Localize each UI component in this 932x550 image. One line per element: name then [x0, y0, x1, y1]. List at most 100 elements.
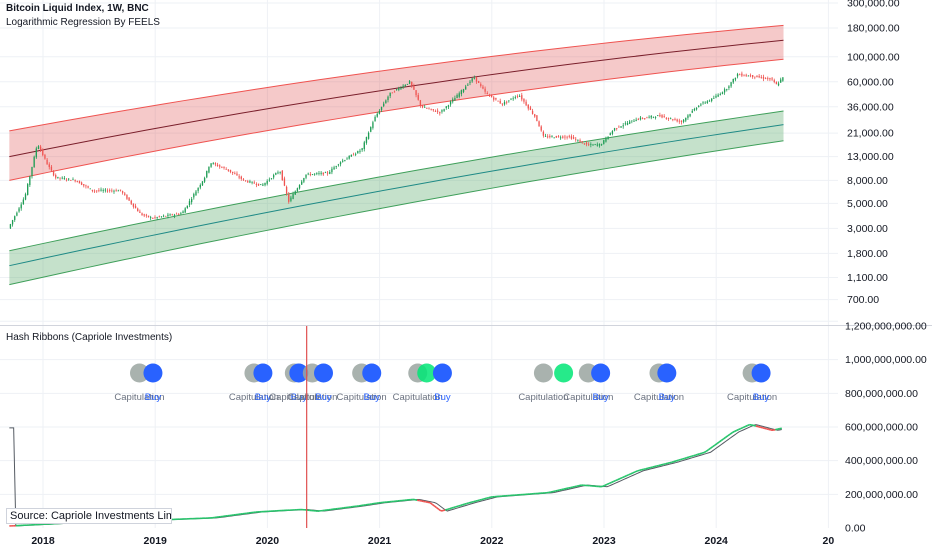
candle-body	[65, 179, 68, 181]
hash-fast-segment	[652, 465, 655, 468]
candle-body	[37, 146, 40, 149]
candle-body	[303, 178, 305, 182]
candle-body	[359, 150, 361, 152]
candle-body	[9, 224, 12, 229]
candle-body	[469, 81, 471, 83]
hash-fast-segment	[701, 451, 705, 454]
candle-body	[730, 82, 732, 87]
candle-body	[201, 181, 204, 186]
hash-fast-segment	[628, 473, 632, 476]
candle-body	[626, 122, 629, 125]
candle-body	[590, 144, 592, 145]
candle-body	[357, 151, 359, 154]
capitulation-label: Capitulation	[287, 392, 337, 403]
candle-body	[305, 174, 307, 178]
candle-body	[210, 163, 212, 167]
candle-body	[398, 88, 400, 91]
candle-body	[59, 177, 61, 179]
candle-body	[85, 185, 87, 187]
candle-body	[443, 109, 445, 111]
candle-body	[324, 172, 327, 174]
candle-body	[549, 135, 551, 138]
hash-fast-segment	[725, 435, 729, 438]
candle-body	[249, 181, 251, 183]
buy-dot	[253, 363, 273, 383]
hash-fast-segment	[751, 424, 754, 427]
candle-body	[219, 165, 221, 167]
candle-body	[650, 115, 652, 118]
candle-body	[270, 178, 273, 180]
candle-body	[31, 166, 33, 177]
hash-fast-segment	[617, 477, 621, 481]
candle-body	[80, 182, 83, 185]
candle-body	[616, 128, 618, 129]
hash-fast-segment	[647, 466, 651, 469]
candle-body	[562, 136, 564, 138]
candle-body	[383, 103, 385, 107]
candle-body	[281, 170, 283, 181]
candle-body	[152, 218, 154, 219]
candle-body	[320, 172, 322, 174]
indicator-title: Hash Ribbons (Capriole Investments)	[6, 332, 173, 343]
buy-label: Buy	[315, 392, 332, 403]
candle-body	[128, 197, 130, 201]
candle-body	[631, 120, 633, 122]
buy-dot	[314, 363, 333, 383]
candle-body	[404, 85, 406, 87]
candle-body	[156, 217, 158, 219]
hash-fast-segment	[475, 499, 478, 502]
hash-fast-segment	[764, 427, 767, 430]
candle-body	[333, 167, 335, 170]
hash-fast-segment	[714, 442, 718, 446]
candle-body	[234, 173, 236, 175]
candle-body	[747, 75, 750, 77]
hash-fast-segment	[693, 454, 696, 457]
hash-fast-segment	[473, 500, 476, 503]
hash-fast-segment	[736, 428, 739, 432]
hash-fast-segment	[680, 458, 683, 461]
candle-body	[499, 100, 501, 104]
candle-body	[35, 148, 37, 158]
hash-fast-segment	[641, 468, 644, 471]
hash-fast-segment	[438, 508, 442, 512]
candle-body	[354, 153, 357, 155]
grid	[0, 0, 838, 528]
candle-body	[44, 154, 46, 159]
hash-fast-segment	[695, 453, 698, 456]
candle-body	[715, 95, 717, 98]
hash-fast-segment	[744, 424, 748, 428]
hash-fast-segment	[705, 449, 709, 452]
candle-body	[393, 91, 396, 93]
candle-body	[119, 189, 122, 191]
candle-body	[501, 103, 504, 105]
time-axis-label: 2021	[368, 535, 392, 547]
candle-body	[600, 144, 603, 146]
candle-body	[154, 217, 156, 218]
candle-body	[480, 84, 482, 86]
candle-body	[339, 162, 342, 165]
time-axis-label: 2023	[592, 535, 616, 547]
candle-body	[605, 137, 607, 142]
candle-body	[180, 213, 182, 215]
candle-body	[538, 121, 540, 127]
hash-fast-segment	[688, 455, 692, 458]
candle-body	[764, 78, 767, 79]
candle-body	[283, 178, 286, 186]
candle-body	[611, 130, 614, 134]
hash-fast-segment	[656, 464, 659, 467]
candle-body	[14, 216, 16, 220]
candle-body	[52, 170, 55, 176]
candle-body	[667, 118, 670, 119]
candle-body	[160, 216, 163, 218]
candle-body	[173, 214, 176, 216]
candle-body	[162, 215, 165, 217]
candle-body	[572, 137, 575, 139]
candle-body	[445, 106, 447, 108]
candle-body	[739, 74, 741, 76]
candle-body	[411, 82, 413, 86]
hash-fast-segment	[677, 458, 681, 462]
upper-regression-line	[9, 39, 784, 158]
candle-body	[708, 100, 711, 102]
candle-body	[493, 97, 495, 100]
